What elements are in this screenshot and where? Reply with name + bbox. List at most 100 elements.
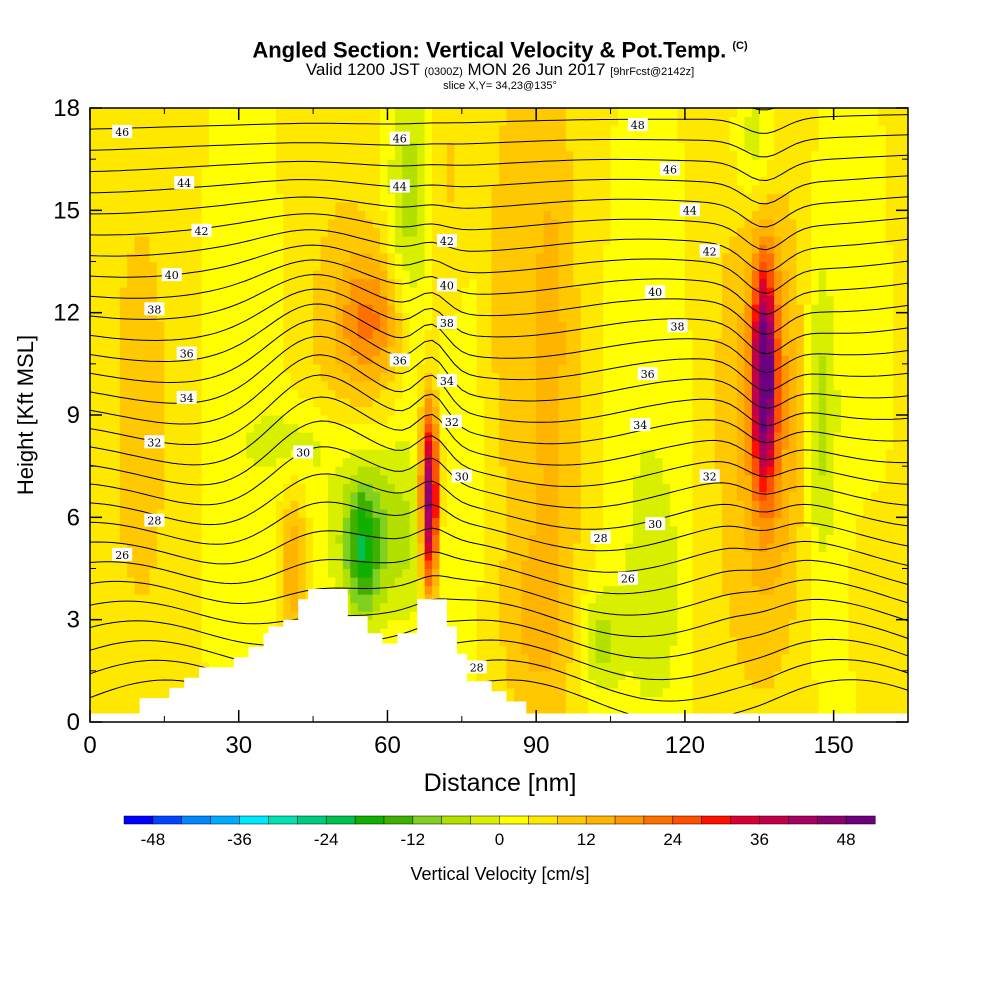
heat-cell bbox=[238, 440, 247, 450]
heat-cell bbox=[484, 577, 493, 587]
heat-cell bbox=[298, 312, 307, 322]
heat-cell bbox=[134, 176, 143, 186]
heat-cell bbox=[409, 278, 418, 288]
heat-cell bbox=[365, 397, 374, 408]
heat-cell bbox=[149, 295, 158, 305]
heat-cell bbox=[484, 474, 493, 484]
heat-cell bbox=[275, 108, 284, 118]
heat-cell bbox=[409, 559, 418, 570]
heat-cell bbox=[127, 619, 136, 629]
heat-cell bbox=[231, 602, 240, 612]
heat-cell bbox=[179, 636, 188, 646]
heat-cell bbox=[194, 440, 203, 450]
heat-cell bbox=[208, 312, 218, 322]
heat-cell bbox=[528, 406, 537, 416]
heat-cell bbox=[528, 457, 537, 467]
heat-cell bbox=[365, 551, 374, 561]
heat-cell bbox=[320, 449, 329, 459]
heat-cell bbox=[372, 312, 381, 322]
heat-cell bbox=[127, 261, 136, 271]
heat-cell bbox=[305, 304, 314, 314]
heat-cell bbox=[127, 304, 136, 314]
heat-cell bbox=[208, 517, 218, 527]
heat-cell bbox=[298, 551, 307, 561]
heat-cell bbox=[112, 304, 121, 314]
heat-cell bbox=[112, 474, 121, 484]
heat-cell bbox=[580, 159, 589, 169]
heat-cell bbox=[313, 534, 322, 544]
heat-cell bbox=[558, 432, 567, 442]
heat-cell bbox=[484, 466, 493, 476]
heat-cell bbox=[499, 380, 508, 391]
heat-cell bbox=[112, 287, 121, 297]
heat-cell bbox=[283, 329, 292, 339]
heat-cell bbox=[417, 270, 426, 280]
heat-cell bbox=[223, 662, 232, 672]
heat-cell bbox=[588, 184, 597, 194]
heat-cell bbox=[536, 201, 545, 211]
heat-cell bbox=[268, 457, 277, 467]
heat-cell bbox=[476, 312, 485, 322]
heat-cell bbox=[409, 304, 418, 314]
heat-cell bbox=[238, 611, 247, 621]
heat-cell bbox=[283, 270, 292, 280]
heat-cell bbox=[491, 474, 500, 484]
heat-cell bbox=[372, 449, 381, 459]
heat-cell bbox=[499, 372, 508, 382]
heat-cell bbox=[335, 542, 344, 553]
heat-cell bbox=[476, 423, 485, 433]
heat-cell bbox=[595, 338, 604, 348]
heat-cell bbox=[513, 500, 522, 510]
heat-cell bbox=[97, 380, 106, 391]
heat-cell bbox=[127, 133, 136, 143]
heat-cell bbox=[432, 321, 441, 331]
heat-cell bbox=[513, 662, 522, 672]
heat-cell bbox=[439, 150, 448, 160]
heat-cell bbox=[588, 346, 597, 356]
heat-cell bbox=[298, 517, 307, 527]
heat-cell bbox=[142, 244, 151, 254]
heat-cell bbox=[216, 619, 225, 629]
heat-cell bbox=[484, 167, 493, 177]
heat-cell bbox=[194, 662, 203, 672]
heat-cell bbox=[417, 406, 426, 416]
heat-cell bbox=[387, 380, 396, 391]
heat-cell bbox=[149, 636, 158, 646]
heat-cell bbox=[253, 116, 262, 126]
heat-cell bbox=[97, 517, 106, 527]
heat-cell bbox=[543, 355, 552, 365]
heat-cell bbox=[536, 133, 545, 143]
heat-cell bbox=[104, 397, 113, 408]
heat-cell bbox=[194, 568, 203, 578]
heat-cell bbox=[357, 559, 366, 570]
heat-cell bbox=[142, 628, 151, 638]
heat-cell bbox=[112, 227, 121, 237]
heat-cell bbox=[261, 568, 270, 578]
heat-cell bbox=[171, 321, 180, 331]
heat-cell bbox=[469, 133, 478, 143]
heat-cell bbox=[261, 483, 270, 493]
heat-cell bbox=[365, 432, 374, 442]
heat-cell bbox=[350, 125, 359, 135]
heat-cell bbox=[142, 312, 151, 322]
heat-cell bbox=[208, 466, 218, 476]
heat-cell bbox=[565, 142, 574, 152]
heat-cell bbox=[149, 611, 158, 621]
heat-cell bbox=[201, 167, 210, 177]
heat-cell bbox=[164, 193, 173, 203]
heat-cell bbox=[499, 551, 508, 561]
heat-cell bbox=[580, 483, 589, 493]
heat-cell bbox=[208, 525, 218, 535]
heat-cell bbox=[127, 457, 136, 467]
heat-cell bbox=[246, 227, 255, 237]
heat-cell bbox=[238, 321, 247, 331]
heat-cell bbox=[134, 704, 143, 715]
heat-cell bbox=[476, 176, 485, 186]
heat-cell bbox=[290, 423, 299, 433]
heat-cell bbox=[335, 372, 344, 382]
heat-cell bbox=[402, 142, 411, 152]
heat-cell bbox=[394, 449, 403, 459]
heat-cell bbox=[134, 355, 143, 365]
heat-cell bbox=[313, 244, 322, 254]
heat-cell bbox=[402, 304, 411, 314]
